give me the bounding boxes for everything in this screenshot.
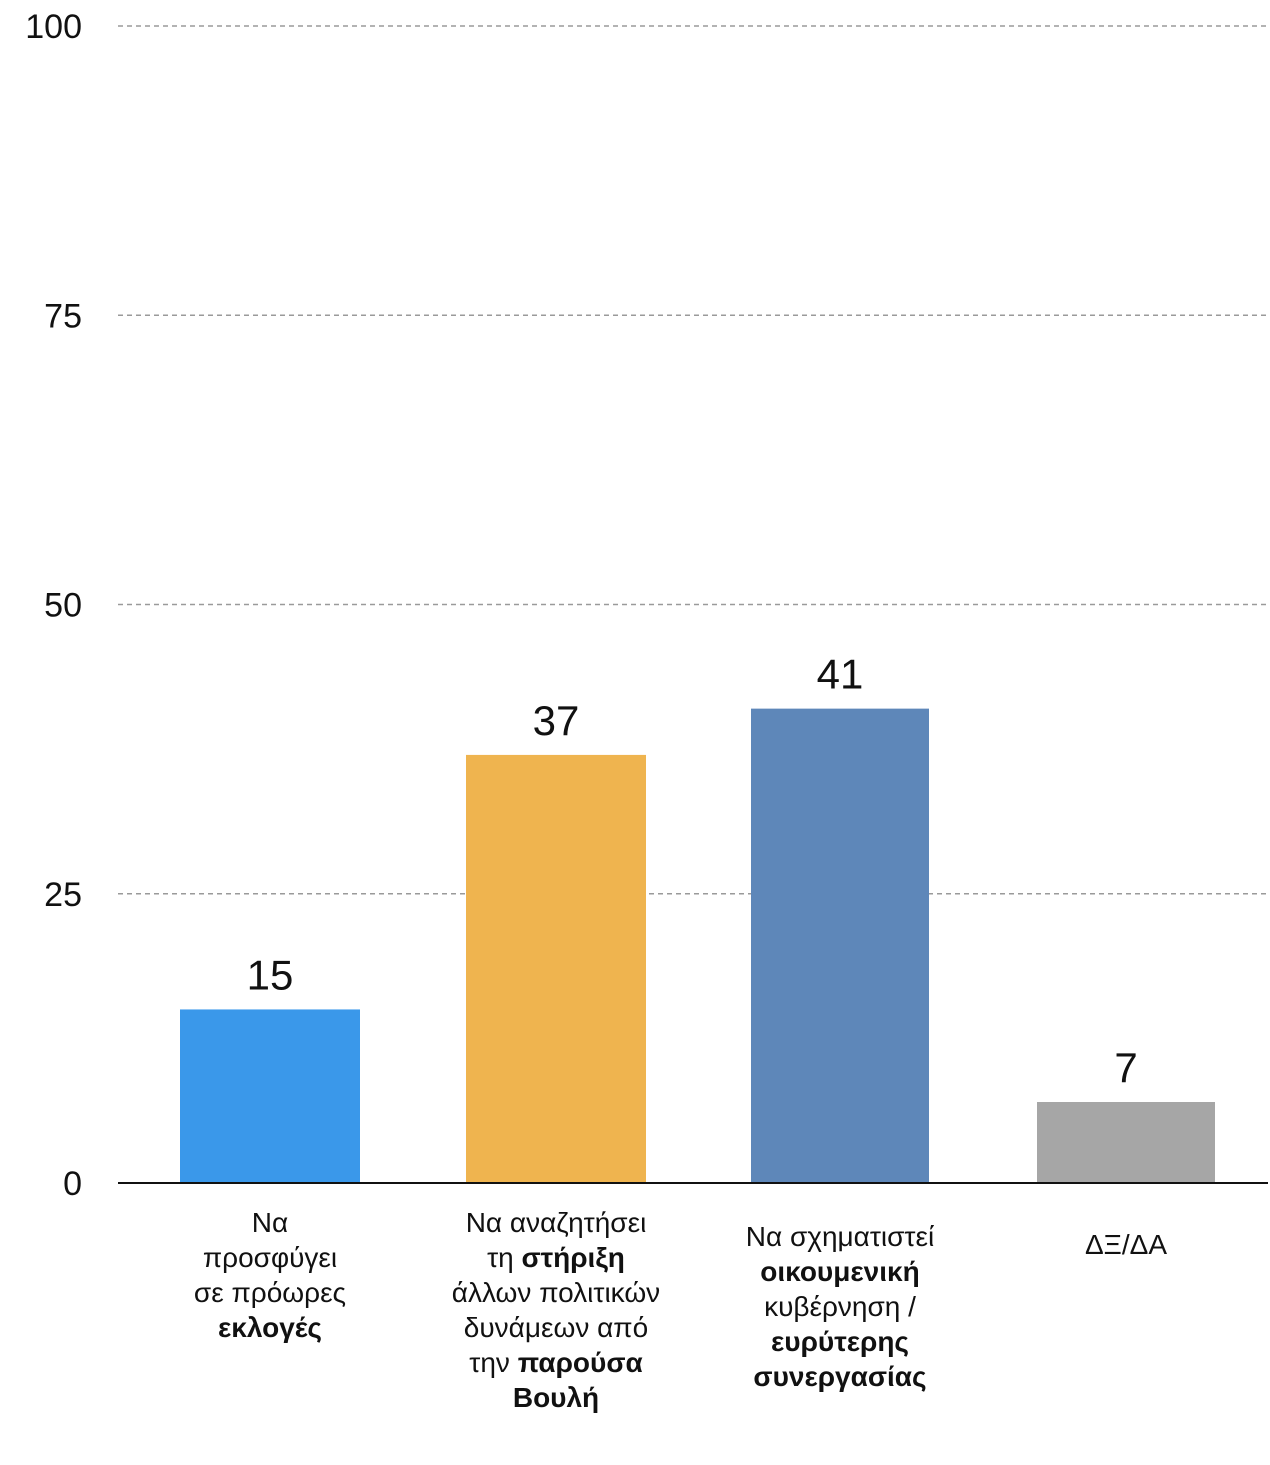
category-label-part: Βουλή xyxy=(513,1382,599,1413)
category-label: ΔΞ/ΔΑ xyxy=(1085,1229,1167,1260)
category-label-part: τη xyxy=(487,1242,521,1273)
value-labels: 15 37 41 7 xyxy=(247,651,1138,1091)
bar xyxy=(751,708,929,1183)
category-label-part: την xyxy=(469,1347,517,1378)
category-label-part: ΔΞ/ΔΑ xyxy=(1085,1229,1167,1260)
category-label-part: εκλογές xyxy=(218,1312,322,1343)
category-label: Να σχηματιστεί οικουμενική κυβέρνηση / ευρύ… xyxy=(746,1221,934,1392)
category-labels: Να προσφύγει σε πρόωρες εκλογές Να αναζητήσε… xyxy=(194,1207,1167,1413)
category-label-part: δυνάμεων από xyxy=(464,1312,648,1343)
value-label: 7 xyxy=(1114,1044,1137,1091)
category-label-part: Να xyxy=(252,1207,288,1238)
bar xyxy=(466,754,646,1183)
y-axis-ticks: 0 25 50 75 100 xyxy=(25,8,82,1203)
category-label: Να αναζητήσει τη στήριξη άλλων πολιτικών δυ… xyxy=(452,1207,660,1413)
y-tick-label: 25 xyxy=(44,876,82,914)
y-tick-label: 50 xyxy=(44,587,82,625)
value-label: 15 xyxy=(247,951,294,998)
category-label-part: σε πρόωρες xyxy=(194,1277,346,1308)
category-label-part: Να σχηματιστεί xyxy=(746,1221,934,1252)
category-label-part: παρούσα xyxy=(518,1347,643,1378)
category-label-part: στήριξη xyxy=(521,1242,624,1273)
category-label-part: Να αναζητήσει xyxy=(466,1207,647,1238)
y-tick-label: 100 xyxy=(25,8,82,46)
y-tick-label: 75 xyxy=(44,297,82,335)
bars xyxy=(180,708,1215,1183)
value-label: 41 xyxy=(817,651,864,698)
y-tick-label: 0 xyxy=(63,1165,82,1203)
category-label-part: προσφύγει xyxy=(203,1242,337,1273)
category-label-part: κυβέρνηση / xyxy=(764,1291,916,1322)
category-label-part: άλλων πολιτικών xyxy=(452,1277,660,1308)
value-label: 37 xyxy=(533,697,580,744)
category-label: Να προσφύγει σε πρόωρες εκλογές xyxy=(194,1207,346,1343)
category-label-part: ευρύτερης xyxy=(771,1326,909,1357)
category-label-part: οικουμενική xyxy=(760,1256,919,1287)
bar xyxy=(1037,1102,1215,1183)
gridlines xyxy=(118,25,1268,895)
bar xyxy=(180,1009,360,1183)
category-label-part: συνεργασίας xyxy=(753,1361,926,1392)
